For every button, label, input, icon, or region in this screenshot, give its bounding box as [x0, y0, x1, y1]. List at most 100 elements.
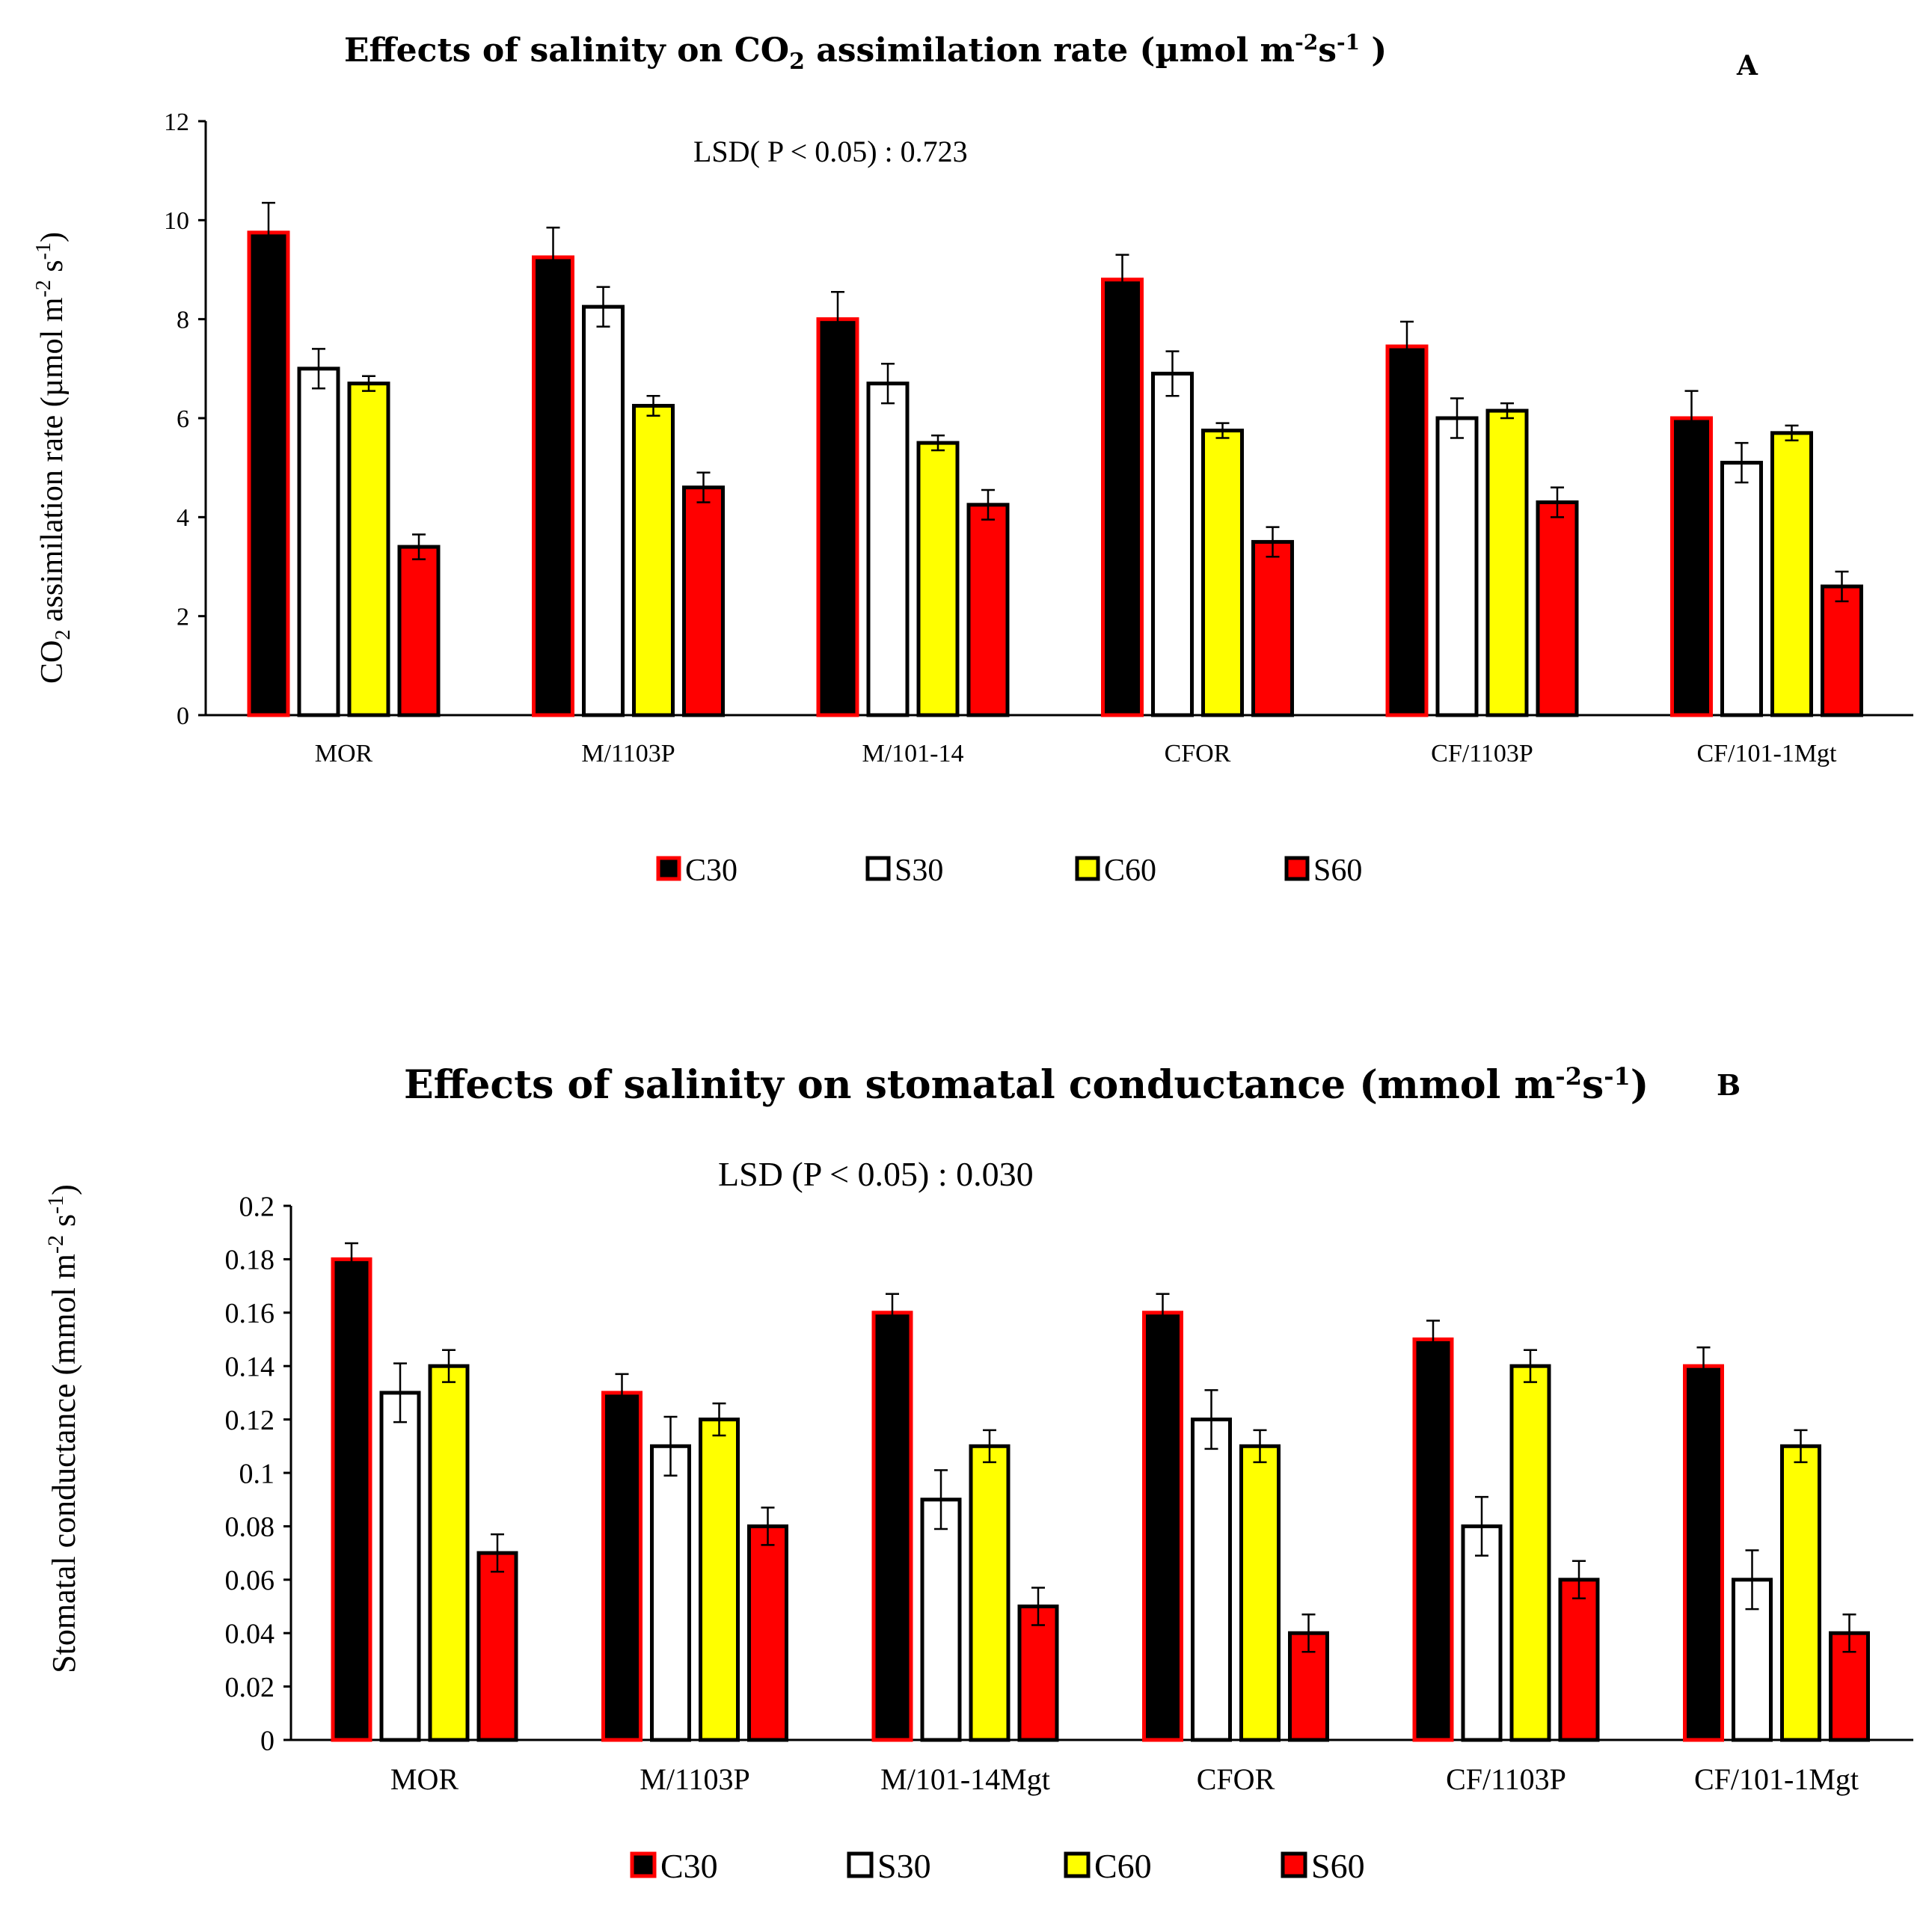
panel-a-lsd-annotation: LSD( P < 0.05) : 0.723	[693, 135, 968, 168]
panel-b-bar-s30	[920, 1498, 962, 1742]
panel-b-letter: B	[1717, 1068, 1741, 1102]
panel-a-ylabel-main: CO	[35, 640, 70, 684]
panel-a-title: Effects of salinity on CO2 assimilation …	[344, 30, 1387, 75]
panel-b-lsd-annotation: LSD (P < 0.05) : 0.030	[718, 1155, 1034, 1193]
panel-b-ylabel-sup1: -2	[43, 1235, 68, 1254]
panel-b-y-axis-label: Stomatal conductance (mmol m-2 s-1)	[43, 1184, 82, 1673]
panel-a-legend-label: C30	[685, 854, 737, 888]
panel-a-category-label: M/1103P	[581, 740, 675, 767]
panel-a-category-label: CF/1103P	[1431, 740, 1533, 767]
panel-b-legend-swatch	[847, 1851, 874, 1878]
panel-b-category-label: M/101-14Mgt	[880, 1762, 1050, 1796]
panel-a-letter: A	[1736, 50, 1758, 82]
panel-b-bar-s30	[1191, 1418, 1232, 1742]
panel-b-ytick-label: 0.18	[225, 1245, 275, 1276]
panel-b-title-mid: s	[1582, 1062, 1604, 1108]
panel-a-bar-s30	[582, 304, 625, 717]
panel-a-bar-s30	[297, 367, 340, 717]
panel-a-bar-c30	[1670, 416, 1713, 717]
panel-a-bar-s30	[866, 381, 910, 717]
panel-a-bar-c60	[1201, 429, 1244, 717]
panel-b-category-label: CF/101-1Mgt	[1694, 1762, 1859, 1796]
panel-a-category-label: MOR	[315, 740, 373, 767]
panel-a-title-sup1: -2	[1295, 30, 1318, 55]
panel-b-ytick-label: 0.2	[239, 1191, 275, 1222]
panel-a-ytick-label: 6	[177, 405, 189, 433]
panel-a-bar-s30	[1720, 461, 1763, 717]
panel-a-bar-c60	[347, 381, 390, 717]
panel-a-bar-c60	[632, 403, 675, 717]
panel-b-title-sup1: -2	[1555, 1062, 1582, 1091]
panel-b-legend-label: C60	[1094, 1847, 1152, 1885]
panel-a-ytick-label: 0	[177, 702, 189, 730]
panel-b-category-label: MOR	[390, 1762, 459, 1796]
panel-a-ytick-label: 2	[177, 604, 189, 631]
panel-a-title-sub: 2	[789, 49, 805, 75]
panel-a-legend-swatch	[1075, 856, 1100, 881]
panel-b-title: Effects of salinity on stomatal conducta…	[404, 1062, 1649, 1108]
panel-a-category-label: CFOR	[1165, 740, 1231, 767]
panel-a-legend-swatch	[865, 856, 891, 881]
panel-b-bar-c60	[1509, 1364, 1551, 1742]
panel-a-bar-c60	[1770, 431, 1813, 717]
panel-a: Effects of salinity on CO2 assimilation …	[32, 30, 1913, 888]
panel-b-bar-s60	[747, 1524, 788, 1742]
panel-b-ytick-label: 0.16	[225, 1298, 275, 1329]
panel-a-title-mid: s	[1318, 31, 1337, 70]
panel-b-ytick-label: 0.12	[225, 1405, 275, 1436]
panel-b-legend-swatch	[630, 1851, 657, 1878]
panel-a-legend-label: C60	[1104, 854, 1156, 888]
panel-b-bar-s60	[1017, 1605, 1059, 1742]
panel-a-legend-swatch	[1284, 856, 1310, 881]
panel-b-bar-c30	[1142, 1311, 1183, 1742]
panel-b-ylabel-text: Stomatal conductance (mmol m-2 s-1)	[43, 1184, 82, 1673]
panel-b-bar-c60	[428, 1364, 470, 1742]
panel-a-ylabel-sub: 2	[52, 630, 75, 640]
panel-a-category-label: CF/101-1Mgt	[1696, 740, 1837, 767]
panel-b-ylabel-mid: s	[46, 1214, 82, 1235]
panel-b-bar-s30	[1461, 1524, 1503, 1742]
panel-a-y-axis-label: CO2 assimilation rate (µmol m-2 s-1)	[32, 232, 75, 684]
panel-b-title-main: Effects of salinity on stomatal conducta…	[404, 1062, 1555, 1108]
panel-b-bar-c30	[331, 1257, 372, 1742]
panel-a-ytick-label: 4	[177, 504, 189, 532]
panel-b-ytick-label: 0.04	[225, 1619, 275, 1650]
panel-b-bar-s30	[379, 1391, 421, 1742]
panel-a-title-sup2: -1	[1337, 30, 1360, 55]
panel-b-category-label: M/1103P	[640, 1762, 749, 1796]
panel-a-bar-s60	[397, 545, 441, 717]
panel-a-ylabel-sup2: -1	[32, 242, 55, 260]
panel-a-ylabel-text: CO2 assimilation rate (µmol m-2 s-1)	[32, 232, 75, 684]
panel-a-ytick-label: 12	[164, 108, 189, 136]
panel-a-category-label: M/101-14	[862, 740, 964, 767]
panel-a-plot-area: 0 2 4 6 8 10 12 MOR M/1103P M/101-14 CFOR CF/1103P C…	[164, 108, 1913, 888]
panel-a-bar-c30	[247, 230, 290, 717]
panel-b: Effects of salinity on stomatal conducta…	[43, 1062, 1913, 1885]
panel-a-ytick-label: 10	[164, 207, 189, 235]
panel-a-title-main: Effects of salinity on CO	[344, 31, 789, 70]
panel-b-bar-c60	[1780, 1444, 1821, 1742]
panel-b-ylabel-end: )	[46, 1184, 82, 1195]
panel-b-legend-swatch	[1064, 1851, 1091, 1878]
panel-a-legend-label: S60	[1313, 854, 1362, 888]
panel-b-bar-c30	[601, 1391, 643, 1742]
panel-b-category-label: CFOR	[1197, 1762, 1275, 1796]
panel-b-title-sup2: -1	[1604, 1062, 1631, 1091]
panel-a-legend-swatch	[656, 856, 681, 881]
panel-b-bar-c60	[699, 1418, 740, 1742]
panel-b-bar-s60	[476, 1551, 518, 1742]
panel-b-ytick-label: 0.02	[225, 1672, 275, 1703]
panel-a-ylabel-mid: s	[35, 260, 70, 280]
panel-a-bar-c30	[1385, 344, 1429, 717]
panel-b-ytick-label: 0.08	[225, 1512, 275, 1543]
panel-b-bar-c60	[1239, 1444, 1281, 1742]
panel-a-legend-label: S30	[895, 854, 943, 888]
panel-a-bar-c60	[1485, 408, 1529, 717]
panel-a-bar-c30	[532, 255, 574, 717]
panel-b-ytick-label: 0	[260, 1725, 275, 1756]
panel-b-legend-label: S30	[877, 1847, 931, 1885]
panel-a-bar-s60	[682, 485, 725, 717]
panel-a-title-rest: assimilation rate (µmol m	[805, 31, 1295, 70]
panel-b-plot-area: 0 0.02 0.04 0.06 0.08 0.1 0.12 0.14 0.16 0.18 0.2 M…	[225, 1191, 1913, 1885]
